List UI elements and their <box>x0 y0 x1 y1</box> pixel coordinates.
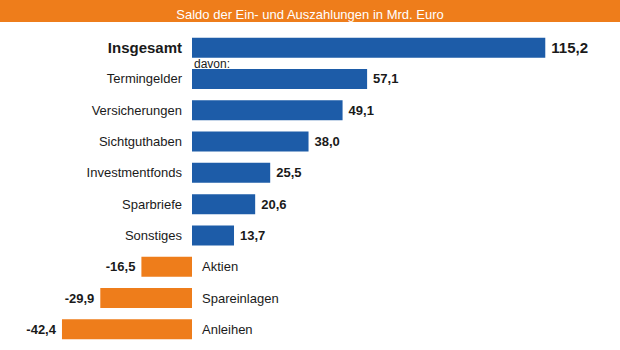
svg-text:Versicherungen: Versicherungen <box>92 103 182 118</box>
svg-text:davon:: davon: <box>194 57 230 71</box>
svg-text:-42,4: -42,4 <box>26 322 56 337</box>
svg-text:38,0: 38,0 <box>315 134 340 149</box>
svg-text:25,5: 25,5 <box>276 165 301 180</box>
svg-text:Sonstiges: Sonstiges <box>125 228 183 243</box>
svg-text:Anleihen: Anleihen <box>202 322 253 337</box>
svg-text:Aktien: Aktien <box>202 259 238 274</box>
svg-text:Saldo der Ein- und Auszahlunge: Saldo der Ein- und Auszahlungen in Mrd. … <box>176 7 443 22</box>
svg-text:57,1: 57,1 <box>373 71 398 86</box>
svg-text:Termingelder: Termingelder <box>107 71 183 86</box>
svg-text:Insgesamt: Insgesamt <box>108 39 182 56</box>
svg-text:-29,9: -29,9 <box>65 291 95 306</box>
svg-text:20,6: 20,6 <box>261 197 286 212</box>
svg-text:-16,5: -16,5 <box>106 259 136 274</box>
svg-text:49,1: 49,1 <box>349 103 374 118</box>
svg-text:Sichtguthaben: Sichtguthaben <box>99 134 182 149</box>
svg-text:Investmentfonds: Investmentfonds <box>87 165 183 180</box>
svg-text:115,2: 115,2 <box>551 39 588 56</box>
svg-text:13,7: 13,7 <box>240 228 265 243</box>
svg-text:Sparbriefe: Sparbriefe <box>122 197 182 212</box>
svg-text:Spareinlagen: Spareinlagen <box>202 291 279 306</box>
